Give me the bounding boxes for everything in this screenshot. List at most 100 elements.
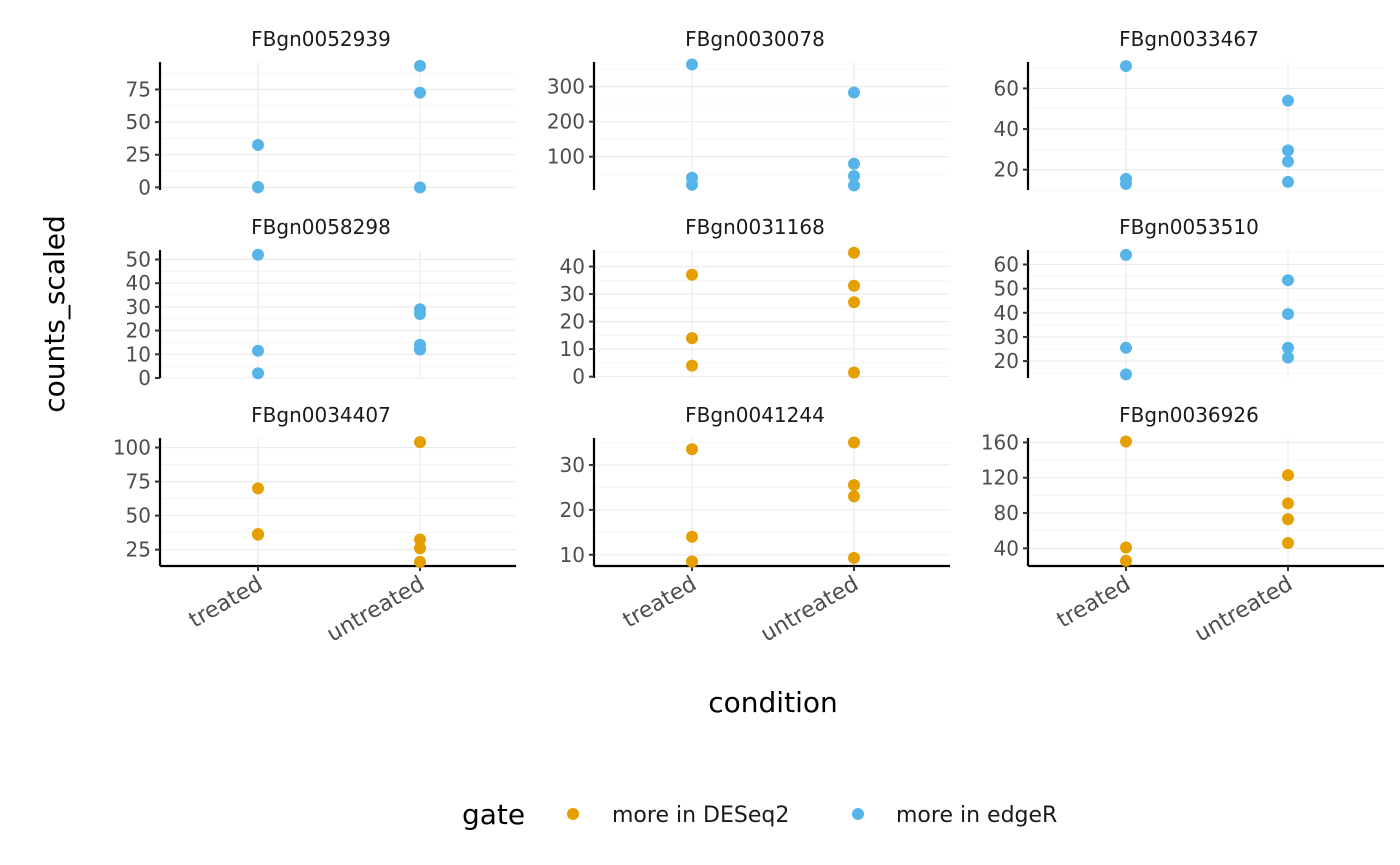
y-tick-label: 100 xyxy=(547,145,585,169)
data-point xyxy=(1282,274,1294,287)
data-point xyxy=(848,366,860,379)
panel-title: FBgn0041244 xyxy=(685,403,825,427)
data-point xyxy=(686,171,698,184)
y-tick-label: 0 xyxy=(138,366,151,390)
y-tick-label: 40 xyxy=(994,117,1019,141)
data-point xyxy=(1282,155,1294,168)
data-point xyxy=(848,157,860,170)
y-tick-label: 20 xyxy=(994,158,1019,182)
data-point xyxy=(414,533,426,546)
data-point xyxy=(414,338,426,351)
legend-title: gate xyxy=(462,798,525,831)
data-point xyxy=(1120,435,1132,448)
x-axis-title: condition xyxy=(708,686,837,719)
data-point xyxy=(686,268,698,281)
panel-title: FBgn0052939 xyxy=(251,27,391,51)
panel-title: FBgn0031168 xyxy=(685,215,825,239)
data-point xyxy=(1282,175,1294,188)
y-axis-title: counts_scaled xyxy=(38,215,71,413)
y-tick-label: 60 xyxy=(994,76,1019,100)
panel-title: FBgn0033467 xyxy=(1119,27,1259,51)
data-point xyxy=(848,179,860,192)
data-point xyxy=(1282,513,1294,526)
data-point xyxy=(1282,537,1294,550)
y-tick-label: 40 xyxy=(126,271,151,295)
y-tick-label: 60 xyxy=(994,252,1019,276)
panel-3: FBgn0033467 20 40 60 xyxy=(994,27,1384,191)
data-point xyxy=(686,58,698,71)
data-point xyxy=(414,555,426,568)
y-tick-label: 200 xyxy=(547,110,585,134)
panel-1: FBgn0052939 0 25 50 75 xyxy=(126,27,516,199)
y-tick-label: 30 xyxy=(994,325,1019,349)
data-point xyxy=(686,555,698,568)
y-tick-label: 10 xyxy=(560,543,585,567)
y-tick-label: 50 xyxy=(126,247,151,271)
panel-5: FBgn0031168 0 10 20 30 40 xyxy=(560,215,950,389)
data-point xyxy=(252,180,264,193)
data-point xyxy=(252,528,264,540)
y-tick-label: 40 xyxy=(994,301,1019,325)
y-tick-label: 20 xyxy=(994,349,1019,373)
y-tick-label: 75 xyxy=(126,470,151,494)
y-tick-label: 30 xyxy=(560,453,585,477)
data-point xyxy=(1282,341,1294,354)
y-tick-label: 30 xyxy=(126,295,151,319)
data-point xyxy=(848,86,860,99)
panel-title: FBgn0036926 xyxy=(1119,403,1259,427)
panel-title: FBgn0034407 xyxy=(251,403,391,427)
y-tick-label: 75 xyxy=(126,77,151,101)
y-tick-label: 0 xyxy=(572,365,585,389)
data-point xyxy=(252,248,264,261)
x-tick-label: untreated xyxy=(1191,572,1297,648)
data-point xyxy=(1120,554,1132,567)
legend-label-deseq2: more in DESeq2 xyxy=(612,803,789,828)
data-point xyxy=(848,279,860,292)
panel-2: FBgn0030078 100 200 300 xyxy=(547,27,950,192)
y-tick-label: 25 xyxy=(126,538,151,562)
data-point xyxy=(1120,248,1132,261)
data-point xyxy=(686,332,698,345)
y-tick-label: 10 xyxy=(126,342,151,366)
panel-title: FBgn0053510 xyxy=(1119,215,1259,239)
data-point xyxy=(252,367,264,380)
data-point xyxy=(252,138,264,151)
data-point xyxy=(1120,172,1132,185)
panel-title: FBgn0030078 xyxy=(685,27,825,51)
y-tick-label: 30 xyxy=(560,282,585,306)
y-tick-label: 10 xyxy=(560,337,585,361)
legend-label-edger: more in edgeR xyxy=(896,803,1057,828)
y-tick-label: 20 xyxy=(560,310,585,334)
panel-7: FBgn0034407 25 50 75 100 treated untreated xyxy=(113,403,516,647)
legend-key-edger xyxy=(852,808,864,820)
data-point xyxy=(1282,497,1294,510)
data-point xyxy=(848,296,860,309)
y-tick-label: 40 xyxy=(560,255,585,279)
data-point xyxy=(414,436,426,449)
data-point xyxy=(414,542,426,555)
data-point xyxy=(414,86,426,99)
data-point xyxy=(686,359,698,372)
y-tick-label: 20 xyxy=(126,319,151,343)
y-tick-label: 300 xyxy=(547,75,585,99)
y-tick-label: 80 xyxy=(994,501,1019,525)
y-tick-label: 100 xyxy=(113,436,151,460)
y-tick-label: 120 xyxy=(981,466,1019,490)
y-tick-label: 50 xyxy=(126,504,151,528)
data-point xyxy=(252,344,264,357)
data-point xyxy=(1282,144,1294,157)
data-point xyxy=(1120,541,1132,554)
data-point xyxy=(848,246,860,259)
data-point xyxy=(1282,94,1294,107)
y-tick-label: 25 xyxy=(126,143,151,167)
legend: gate more in DESeq2 more in edgeR xyxy=(462,798,1057,831)
data-point xyxy=(414,181,426,194)
data-point xyxy=(252,482,264,495)
y-tick-label: 0 xyxy=(138,175,151,199)
data-point xyxy=(1282,308,1294,320)
data-point xyxy=(848,436,860,449)
y-tick-label: 20 xyxy=(560,498,585,522)
